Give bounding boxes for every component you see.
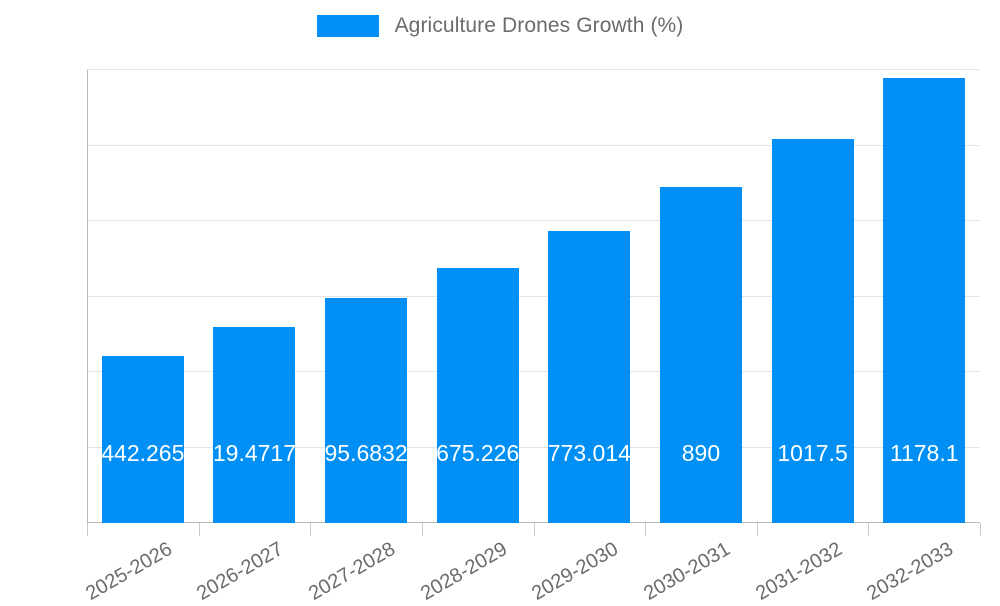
x-axis-labels: 2025-2026 2026-2027 2027-2028 2028-2029 2029… [82,536,980,605]
gridline-200 [87,446,980,448]
x-tick-label-2025-2026: 2025-2026 [81,538,176,605]
x-axis-ticks [87,523,981,537]
bar-value-label: 442.265 [101,440,184,466]
bar[interactable]: 890 [659,187,742,523]
bar[interactable]: 95.6832 [325,298,408,523]
x-tick-label-2026-2027: 2026-2027 [193,538,288,605]
bar-slot: 675.226 [422,70,534,523]
x-tick-mark [757,523,758,536]
bar-value-label: 890 [681,440,721,466]
gridline-0 [87,522,980,523]
x-tick-mark [645,523,646,536]
bar-value-label: 1017.5 [777,440,848,466]
chart-legend[interactable]: Agriculture Drones Growth (%) [0,14,1000,38]
gridline-600 [87,295,980,297]
x-tick-mark [422,523,423,536]
x-tick-mark [87,523,88,536]
gridline-800 [87,220,980,221]
legend-color-swatch[interactable] [316,15,379,37]
bar-slot: 890 [645,70,757,523]
x-tick-label-2031-2032: 2031-2032 [751,538,846,605]
x-tick-label-2028-2029: 2028-2029 [416,538,511,605]
bar[interactable]: 442.265 [101,356,184,523]
bar-slot: 1178.1 [868,70,980,523]
bar-value-label: 19.4717 [213,440,296,466]
x-tick-label-2030-2031: 2030-2031 [640,538,734,605]
x-tick-label-2032-2033: 2032-2033 [863,538,958,605]
x-tick-mark [534,523,535,536]
bar-slot: 773.014 [534,70,646,523]
x-tick-label-2027-2028: 2027-2028 [305,538,400,605]
bar[interactable]: 1017.5 [771,138,854,523]
gridlines [87,69,980,523]
bar-value-label: 95.6832 [325,440,408,466]
x-tick-mark [199,523,200,536]
gridline-400 [87,371,980,372]
bar-slot: 1017.5 [757,70,869,523]
plot-area: 442.265 19.4717 95.6832 675.226 773.014 890 10… [87,69,980,523]
bar[interactable]: 675.226 [436,268,519,523]
bar-slot: 19.4717 [199,70,311,523]
legend-label: Agriculture Drones Growth (%) [394,14,684,37]
gridline-1000 [87,144,980,146]
bar[interactable]: 19.4717 [213,326,296,523]
bar-value-label: 675.226 [436,440,519,466]
bar-value-label: 1178.1 [889,440,959,466]
x-tick-label-2029-2030: 2029-2030 [528,538,623,605]
x-tick-mark [868,523,869,536]
bar-value-label: 773.014 [548,440,631,466]
bar-slot: 95.6832 [310,70,422,523]
x-tick-mark [310,523,311,536]
bar[interactable]: 773.014 [548,231,631,523]
bar[interactable]: 1178.1 [883,78,966,523]
gridline-1200 [87,69,980,70]
y-axis-line [87,70,88,523]
bar-series: 442.265 19.4717 95.6832 675.226 773.014 890 10… [87,70,980,523]
x-tick-mark [980,523,981,536]
bar-slot: 442.265 [87,70,199,523]
